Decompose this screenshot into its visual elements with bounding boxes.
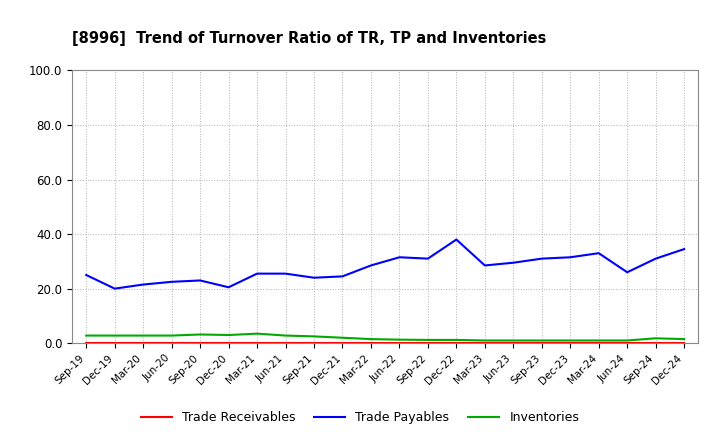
Trade Receivables (652, 341, 660, 346)
Trade Receivables (196, 341, 204, 346)
Inventories (566, 338, 575, 343)
Inventories (310, 334, 318, 339)
Trade Payables (423, 256, 432, 261)
Trade Payables (537, 256, 546, 261)
Inventories (623, 338, 631, 343)
Trade Payables (110, 286, 119, 291)
Trade Receivables (110, 341, 119, 346)
Trade Payables (366, 263, 375, 268)
Trade Receivables (452, 341, 461, 346)
Inventories (282, 333, 290, 338)
Trade Receivables (595, 341, 603, 346)
Line: Trade Payables: Trade Payables (86, 239, 684, 289)
Inventories (509, 338, 518, 343)
Trade Payables (282, 271, 290, 276)
Trade Receivables (395, 341, 404, 346)
Trade Receivables (537, 341, 546, 346)
Inventories (366, 337, 375, 342)
Trade Payables (480, 263, 489, 268)
Inventories (537, 338, 546, 343)
Trade Receivables (509, 341, 518, 346)
Inventories (652, 336, 660, 341)
Inventories (110, 333, 119, 338)
Trade Payables (225, 285, 233, 290)
Inventories (196, 332, 204, 337)
Inventories (452, 337, 461, 343)
Trade Payables (595, 250, 603, 256)
Legend: Trade Receivables, Trade Payables, Inventories: Trade Receivables, Trade Payables, Inven… (135, 407, 585, 429)
Trade Receivables (139, 341, 148, 346)
Trade Receivables (253, 341, 261, 346)
Trade Receivables (366, 341, 375, 346)
Trade Receivables (338, 341, 347, 346)
Trade Receivables (282, 341, 290, 346)
Inventories (338, 335, 347, 341)
Trade Payables (680, 246, 688, 252)
Trade Payables (338, 274, 347, 279)
Inventories (139, 333, 148, 338)
Trade Receivables (310, 341, 318, 346)
Inventories (82, 333, 91, 338)
Trade Payables (167, 279, 176, 285)
Trade Payables (253, 271, 261, 276)
Line: Inventories: Inventories (86, 334, 684, 341)
Trade Payables (566, 255, 575, 260)
Inventories (423, 337, 432, 343)
Trade Receivables (680, 341, 688, 346)
Inventories (253, 331, 261, 336)
Trade Receivables (623, 341, 631, 346)
Trade Receivables (167, 341, 176, 346)
Trade Payables (196, 278, 204, 283)
Trade Payables (139, 282, 148, 287)
Trade Payables (509, 260, 518, 265)
Trade Receivables (480, 341, 489, 346)
Inventories (480, 338, 489, 343)
Trade Receivables (225, 341, 233, 346)
Inventories (395, 337, 404, 342)
Trade Payables (82, 272, 91, 278)
Trade Receivables (423, 341, 432, 346)
Inventories (225, 332, 233, 337)
Trade Receivables (82, 341, 91, 346)
Inventories (167, 333, 176, 338)
Inventories (680, 337, 688, 342)
Trade Receivables (566, 341, 575, 346)
Trade Payables (310, 275, 318, 280)
Trade Payables (623, 270, 631, 275)
Trade Payables (652, 256, 660, 261)
Text: [8996]  Trend of Turnover Ratio of TR, TP and Inventories: [8996] Trend of Turnover Ratio of TR, TP… (72, 31, 546, 46)
Inventories (595, 338, 603, 343)
Trade Payables (395, 255, 404, 260)
Trade Payables (452, 237, 461, 242)
